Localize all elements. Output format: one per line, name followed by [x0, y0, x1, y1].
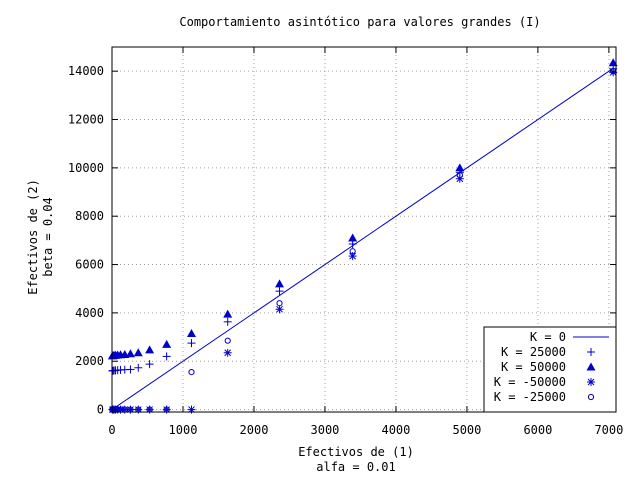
data-point	[275, 287, 284, 296]
data-point	[275, 279, 285, 288]
x-tick-label: 3000	[311, 423, 340, 437]
legend-label: K = -50000	[494, 375, 566, 389]
legend-label: K = 25000	[501, 345, 566, 359]
data-point	[348, 233, 358, 242]
data-point	[162, 352, 171, 361]
data-point	[608, 58, 618, 67]
legend-marker-sample	[587, 348, 595, 356]
x-tick-label: 2000	[240, 423, 269, 437]
data-point	[223, 309, 233, 318]
y-tick-label: 4000	[75, 306, 104, 320]
x-tick-label: 1000	[169, 423, 198, 437]
data-point	[162, 339, 172, 348]
data-point	[133, 348, 143, 357]
x-tick-label: 6000	[523, 423, 552, 437]
data-point	[134, 363, 143, 372]
y-tick-label: 0	[97, 403, 104, 417]
data-point	[455, 163, 465, 172]
x-axis-sublabel: alfa = 0.01	[316, 460, 395, 474]
series-triangle	[107, 58, 618, 360]
series-line-k0	[111, 67, 615, 410]
data-point	[348, 252, 357, 261]
x-tick-label: 5000	[452, 423, 481, 437]
data-point	[223, 317, 232, 326]
legend-marker-sample	[587, 393, 595, 401]
data-point	[349, 248, 356, 255]
y-tick-label: 2000	[75, 354, 104, 368]
legend-label: K = -25000	[494, 390, 566, 404]
legend-marker-sample	[586, 362, 596, 371]
data-point	[224, 337, 231, 344]
data-point	[188, 369, 195, 376]
x-tick-label: 7000	[594, 423, 623, 437]
legend-marker-sample	[587, 378, 595, 386]
data-point	[275, 305, 284, 314]
plot-frame	[111, 46, 617, 413]
data-point	[187, 328, 197, 337]
y-tick-label: 6000	[75, 258, 104, 272]
data-point	[125, 349, 135, 358]
legend-label: K = 0	[530, 330, 566, 344]
y-axis-label: Efectivos de (2)	[26, 179, 40, 295]
data-point	[276, 300, 283, 307]
x-tick-label: 0	[108, 423, 115, 437]
data-point	[126, 365, 135, 374]
data-point	[187, 339, 196, 348]
y-axis-sublabel: beta = 0.04	[41, 197, 55, 276]
chart-title: Comportamiento asintótico para valores g…	[179, 15, 540, 29]
data-point	[223, 348, 232, 357]
data-point	[145, 360, 154, 369]
data-point	[145, 345, 155, 354]
y-tick-label: 10000	[68, 161, 104, 175]
x-tick-label: 4000	[381, 423, 410, 437]
data-point	[456, 172, 463, 179]
y-tick-label: 8000	[75, 209, 104, 223]
y-tick-label: 14000	[68, 64, 104, 78]
legend-label: K = 50000	[501, 360, 566, 374]
y-axis: 0 2000 4000 6000 8000 10000 12000 14000	[68, 64, 616, 417]
y-tick-label: 12000	[68, 113, 104, 127]
k0-line-group	[111, 67, 615, 410]
x-axis-label: Efectivos de (1)	[298, 445, 414, 459]
